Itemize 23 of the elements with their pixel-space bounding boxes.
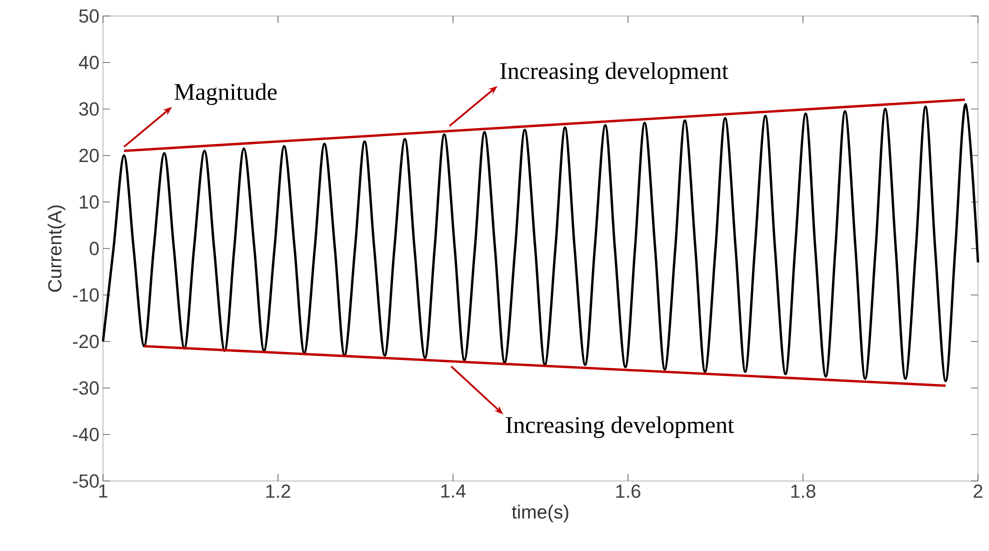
x-tick-label: 2 — [974, 484, 982, 498]
x-axis-title: time(s) — [512, 504, 568, 522]
y-tick-label: -40 — [72, 428, 99, 442]
x-tick-label: 1.4 — [441, 484, 466, 498]
annotation: Increasing development — [506, 416, 734, 438]
y-tick-label: 20 — [79, 148, 99, 162]
x-tick-label: 1.6 — [616, 484, 640, 498]
y-tick-label: -30 — [72, 381, 99, 395]
y-tick-label: -10 — [72, 288, 99, 302]
line-series — [102, 103, 980, 382]
x-tick-label: 1.8 — [791, 484, 816, 498]
y-tick-label: 0 — [90, 242, 99, 256]
y-tick-label: 30 — [79, 102, 99, 116]
annotation: Magnitude — [174, 83, 277, 105]
y-axis-title: Current(A) — [48, 206, 66, 292]
y-tick-label: 40 — [78, 56, 99, 70]
y-tick-label: -20 — [72, 334, 99, 348]
x-tick-label: 1.2 — [266, 484, 290, 498]
y-tick-label: 50 — [79, 9, 99, 23]
y-tick-label: -50 — [72, 474, 99, 488]
x-tick-label: 1 — [99, 484, 108, 498]
annotation: Increasing development — [500, 62, 728, 84]
y-tick-label: 10 — [80, 195, 99, 209]
